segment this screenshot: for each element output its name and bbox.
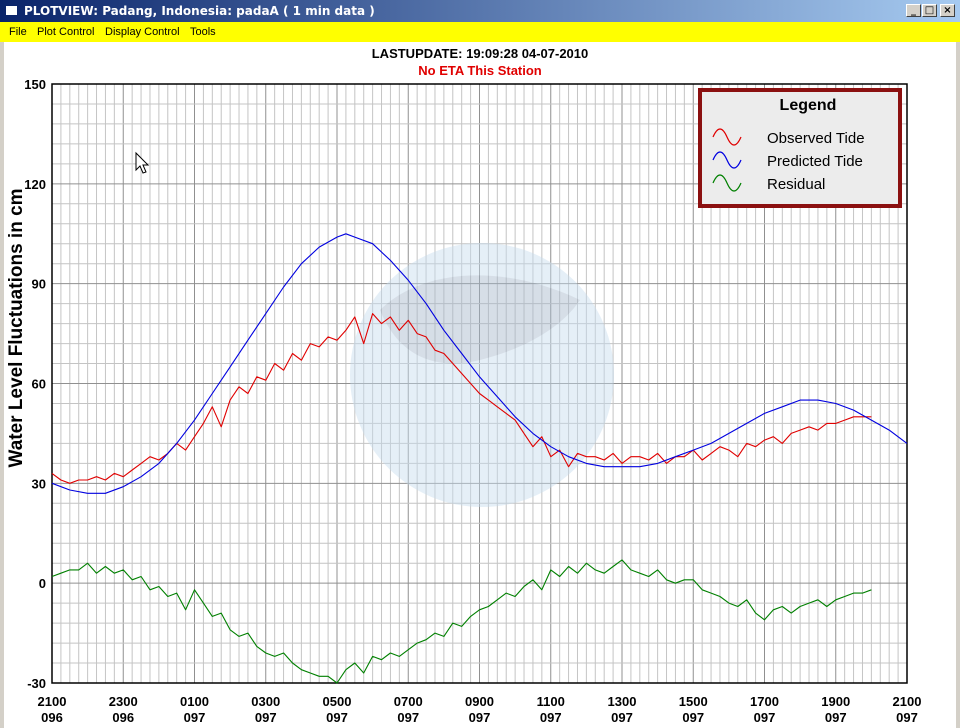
- y-tick-label: 30: [32, 476, 46, 491]
- x-tick-label: 097: [326, 710, 348, 725]
- menu-display-control[interactable]: Display Control: [105, 26, 180, 38]
- y-axis-ticks: 150 120 90 60 30 0 -30: [24, 77, 46, 691]
- last-update-label: LASTUPDATE: 19:09:28 04-07-2010: [371, 46, 589, 61]
- close-button[interactable]: ×: [940, 4, 955, 17]
- x-tick-label: 2300: [109, 694, 138, 709]
- x-tick-label: 1100: [537, 694, 565, 709]
- series-observed-tide: [51, 313, 872, 484]
- y-tick-label: 0: [39, 576, 46, 591]
- x-tick-label: 097: [540, 710, 562, 725]
- legend-box: Legend Observed Tide Predicted Tide Resi…: [698, 88, 902, 208]
- x-tick-label: 0900: [465, 694, 494, 709]
- chart-series: [51, 233, 908, 684]
- x-tick-label: 1300: [608, 694, 637, 709]
- x-tick-label: 097: [184, 710, 206, 725]
- y-tick-label: 60: [32, 377, 46, 392]
- x-tick-label: 1700: [750, 694, 779, 709]
- window-title-bar: PLOTVIEW: Padang, Indonesia: padaA ( 1 m…: [0, 0, 960, 22]
- x-tick-label: 2100: [38, 694, 67, 709]
- x-tick-label: 0300: [251, 694, 280, 709]
- legend-residual-label: Residual: [767, 176, 825, 193]
- menu-plot-control[interactable]: Plot Control: [37, 26, 95, 38]
- mouse-cursor-icon: [135, 151, 150, 174]
- y-tick-label: -30: [27, 676, 46, 691]
- x-tick-label: 097: [682, 710, 704, 725]
- eta-status-label: No ETA This Station: [418, 63, 542, 78]
- legend-predicted-swatch: [712, 151, 742, 169]
- x-tick-label: 097: [469, 710, 491, 725]
- y-axis-label: Water Level Fluctuations in cm: [6, 188, 27, 467]
- x-tick-label: 1900: [821, 694, 850, 709]
- plot-area-frame: [51, 83, 908, 684]
- x-tick-label: 097: [397, 710, 419, 725]
- minimize-button[interactable]: _: [906, 4, 921, 17]
- noaa-watermark-logo: [350, 243, 614, 507]
- series-predicted-tide: [51, 233, 908, 494]
- x-tick-label: 097: [825, 710, 847, 725]
- window-frame-left: [0, 42, 4, 728]
- y-tick-label: 90: [32, 277, 46, 292]
- y-tick-label: 120: [24, 177, 46, 192]
- legend-observed-label: Observed Tide: [767, 130, 865, 147]
- maximize-button[interactable]: □: [922, 4, 937, 17]
- legend-residual-swatch: [712, 174, 742, 192]
- menu-tools[interactable]: Tools: [190, 26, 216, 38]
- y-tick-label: 150: [24, 77, 46, 92]
- x-axis-ticks: 2100096230009601000970300097050009707000…: [38, 694, 922, 725]
- x-tick-label: 096: [41, 710, 63, 725]
- window-frame-right: [956, 42, 960, 728]
- legend-predicted-label: Predicted Tide: [767, 153, 863, 170]
- legend-observed-swatch: [712, 128, 742, 146]
- x-tick-label: 2100: [893, 694, 922, 709]
- x-tick-label: 096: [112, 710, 134, 725]
- window-title: PLOTVIEW: Padang, Indonesia: padaA ( 1 m…: [24, 4, 375, 18]
- x-tick-label: 097: [611, 710, 633, 725]
- menu-file[interactable]: File: [9, 26, 27, 38]
- series-residual: [51, 559, 872, 684]
- x-tick-label: 0700: [394, 694, 423, 709]
- x-tick-label: 1500: [679, 694, 708, 709]
- x-tick-label: 0100: [180, 694, 209, 709]
- app-window-icon[interactable]: [5, 5, 18, 16]
- x-tick-label: 097: [255, 710, 277, 725]
- x-tick-label: 097: [896, 710, 918, 725]
- x-tick-label: 0500: [323, 694, 352, 709]
- menu-bar: File Plot Control Display Control Tools: [0, 22, 960, 42]
- legend-title: Legend: [780, 97, 837, 114]
- x-tick-label: 097: [754, 710, 776, 725]
